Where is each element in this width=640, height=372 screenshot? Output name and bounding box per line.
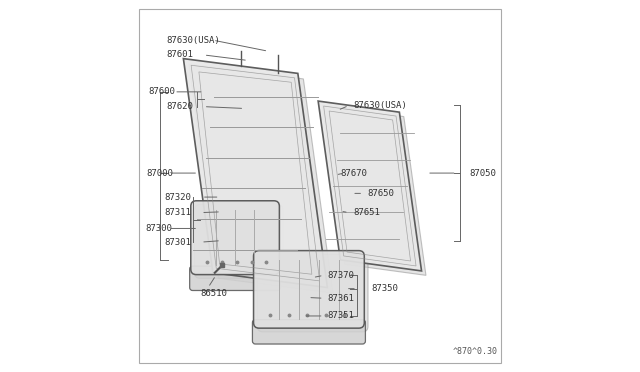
Text: 87601: 87601 <box>167 51 194 60</box>
Text: 87361: 87361 <box>328 294 355 303</box>
Text: 87000: 87000 <box>147 169 173 177</box>
Polygon shape <box>323 106 426 275</box>
Polygon shape <box>318 101 422 271</box>
Text: 87300: 87300 <box>146 224 173 233</box>
FancyBboxPatch shape <box>257 254 368 332</box>
Text: 87600: 87600 <box>148 87 175 96</box>
Text: 87370: 87370 <box>328 271 355 280</box>
Text: 87651: 87651 <box>353 208 380 217</box>
Polygon shape <box>184 59 328 288</box>
Text: 86510: 86510 <box>200 289 227 298</box>
Text: 87301: 87301 <box>164 238 191 247</box>
Text: 87670: 87670 <box>340 169 367 177</box>
Text: ^870^0.30: ^870^0.30 <box>452 347 497 356</box>
FancyBboxPatch shape <box>195 205 283 278</box>
Text: 87350: 87350 <box>371 284 398 293</box>
FancyBboxPatch shape <box>252 320 365 344</box>
Polygon shape <box>189 64 333 293</box>
Text: 87650: 87650 <box>367 189 394 198</box>
Text: 87630(USA): 87630(USA) <box>167 36 221 45</box>
Text: 87630(USA): 87630(USA) <box>353 101 407 110</box>
FancyBboxPatch shape <box>191 201 280 275</box>
Text: 87320: 87320 <box>164 193 191 202</box>
Text: 87311: 87311 <box>164 208 191 217</box>
Text: 87620: 87620 <box>167 102 194 111</box>
Text: 87050: 87050 <box>470 169 497 177</box>
FancyBboxPatch shape <box>253 251 364 328</box>
FancyBboxPatch shape <box>189 266 280 291</box>
Text: 87351: 87351 <box>328 311 355 320</box>
